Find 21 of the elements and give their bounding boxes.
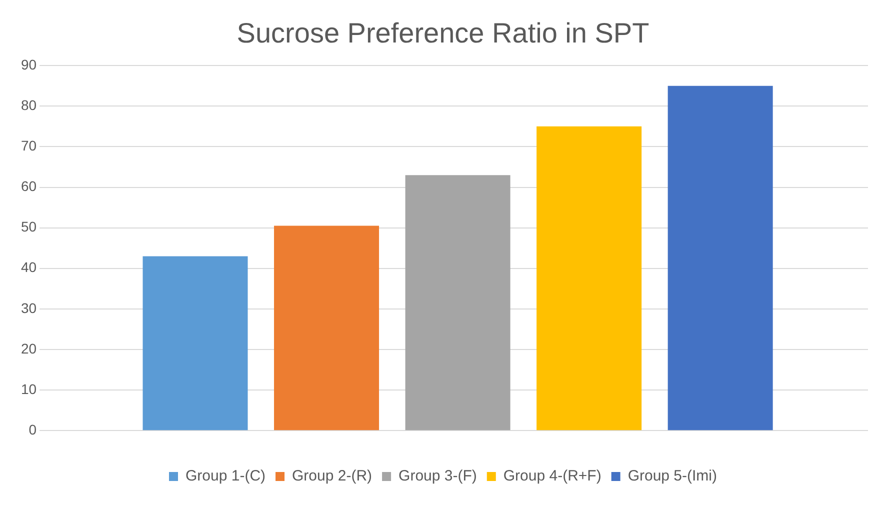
y-tick-label: 30 (20, 300, 37, 316)
legend-label: Group 3-(F) (398, 468, 477, 485)
y-tick-label: 60 (20, 178, 37, 194)
y-tick-label: 0 (28, 421, 37, 438)
y-tick-label: 90 (20, 56, 37, 72)
bar (142, 256, 248, 430)
legend-label: Group 1-(C) (186, 468, 266, 485)
legend-label: Group 4-(R+F) (503, 468, 602, 485)
chart-title: Sucrose Preference Ratio in SPT (236, 18, 650, 49)
y-tick-label: 10 (20, 380, 37, 397)
y-tick-label: 40 (20, 259, 37, 276)
legend-label: Group 5-(Imi) (628, 468, 718, 485)
bar (405, 175, 510, 430)
y-tick-label: 70 (20, 138, 37, 154)
bar (668, 86, 773, 430)
y-tick-label: 50 (20, 218, 37, 235)
legend-label: Group 2-(R) (292, 468, 372, 485)
bar (274, 226, 380, 430)
y-tick-label: 80 (20, 97, 37, 114)
y-tick-label: 20 (20, 340, 37, 356)
bar (536, 126, 642, 430)
